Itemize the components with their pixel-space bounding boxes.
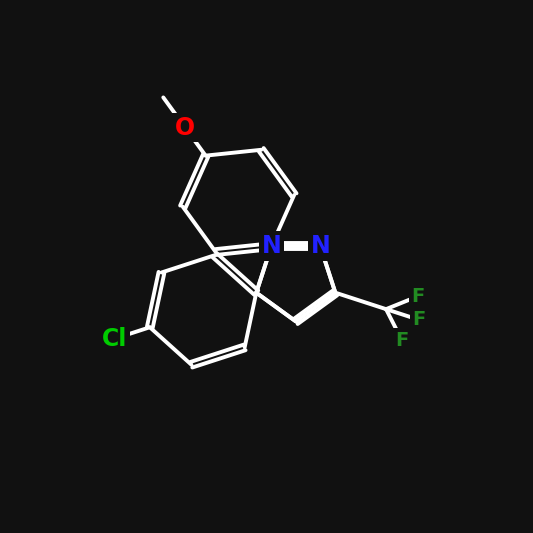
Text: O: O xyxy=(175,116,195,140)
Text: Cl: Cl xyxy=(102,327,127,351)
Text: F: F xyxy=(413,310,426,329)
Text: N: N xyxy=(262,234,281,258)
Text: F: F xyxy=(395,330,408,350)
Text: N: N xyxy=(310,234,330,258)
Text: F: F xyxy=(411,287,425,305)
